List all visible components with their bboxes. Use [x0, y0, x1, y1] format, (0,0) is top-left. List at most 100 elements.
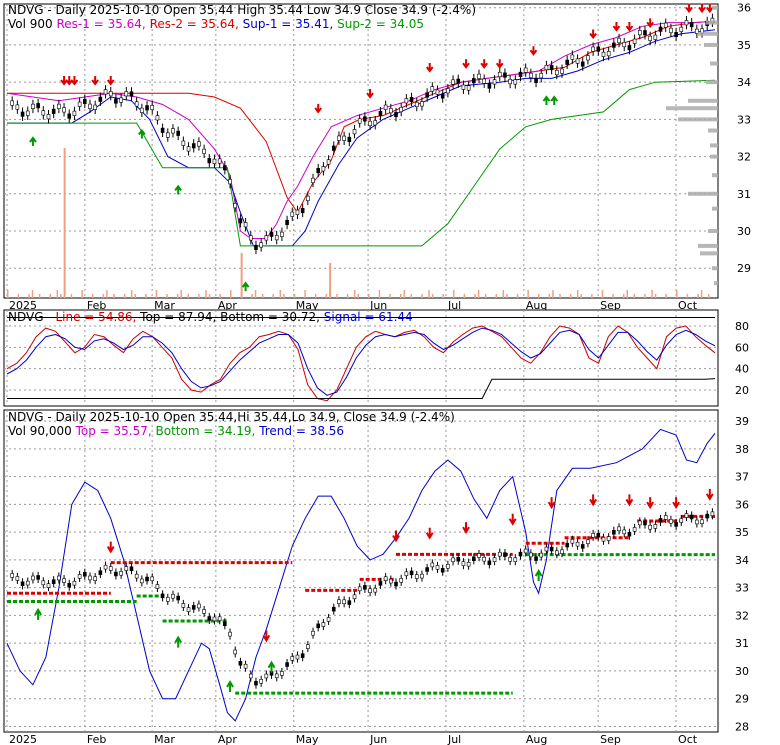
- trend-panel-y-axis: 28 29 30 31 32 33 34 35 36 37 38 39: [735, 415, 749, 733]
- volume-profile-bar: [712, 206, 718, 211]
- candle-body: [456, 78, 461, 84]
- candle-body: [601, 51, 606, 57]
- trend-sell-arrow: [262, 630, 271, 643]
- candle-body: [627, 45, 632, 51]
- trend-candle-body: [290, 656, 295, 661]
- trend-y-tick-label: 31: [735, 637, 749, 650]
- trend-candle-body: [368, 588, 372, 593]
- trend-candle-body: [36, 575, 40, 580]
- trend-candle-body: [264, 673, 269, 679]
- trend-candle-body: [383, 576, 388, 581]
- trend-candle-body: [529, 552, 533, 558]
- volume-bar: [17, 294, 20, 298]
- trend-candle-body: [399, 578, 403, 583]
- candle-body: [88, 103, 92, 109]
- price-x-tick-label: Oct: [678, 299, 698, 312]
- trend-sell-arrow: [625, 494, 634, 507]
- res-2-line: [7, 20, 716, 214]
- candle-body: [617, 37, 621, 44]
- trend-x-tick-label: Sep: [600, 733, 621, 745]
- trend-candle-body: [539, 552, 544, 558]
- oscillator-panel-lines: [6, 317, 716, 402]
- trend-candle-body: [451, 557, 455, 563]
- volume-profile-bar: [706, 20, 718, 25]
- candle-body: [15, 104, 20, 110]
- candle-body: [285, 219, 289, 225]
- volume-bar: [654, 294, 657, 298]
- candle-body: [233, 203, 238, 209]
- volume-profile-bar: [708, 229, 718, 234]
- volume-bar: [552, 290, 554, 298]
- volume-profile-bar: [710, 61, 718, 66]
- trend-candle-body: [103, 564, 108, 570]
- volume-profile-bar: [698, 243, 718, 248]
- candle-body: [31, 103, 35, 109]
- candle-body: [108, 91, 113, 97]
- volume-bar: [516, 294, 519, 298]
- candle-body: [586, 55, 590, 61]
- volume-bar: [208, 294, 211, 298]
- volume-bar: [410, 294, 413, 298]
- volume-bar: [697, 294, 699, 298]
- header-part: Vol 900: [8, 17, 53, 31]
- volume-bar: [538, 294, 540, 298]
- volume-bar: [665, 294, 667, 298]
- trend-y-tick-label: 36: [735, 498, 749, 511]
- candle-body: [684, 20, 689, 26]
- trend-sell-arrow: [392, 530, 400, 543]
- trend-sell-arrow: [425, 527, 434, 540]
- trend-candle-body: [643, 520, 647, 526]
- price-x-tick-label: Feb: [87, 299, 106, 312]
- volume-profile-bar: [710, 143, 718, 148]
- trend-candle-body: [62, 578, 66, 583]
- candle-body: [347, 136, 352, 142]
- candle-body: [119, 97, 123, 103]
- trend-candle-body: [414, 574, 419, 579]
- candle-body: [669, 27, 673, 33]
- candle-body: [311, 177, 315, 183]
- volume-bar: [644, 294, 646, 298]
- trend-candle-body: [373, 587, 378, 593]
- osc-y-tick-label: 80: [735, 320, 749, 333]
- candle-body: [653, 34, 658, 40]
- candle-body: [643, 30, 647, 36]
- trend-candle-body: [700, 519, 704, 524]
- candle-body: [181, 140, 186, 146]
- trend-candle-body: [378, 581, 383, 586]
- trend-candle-body: [202, 609, 206, 614]
- candle-body: [368, 120, 372, 127]
- candle-body: [575, 58, 580, 64]
- trend-candle-body: [186, 607, 191, 612]
- trend-candle-body: [10, 573, 14, 578]
- trend-candle-body: [114, 571, 118, 577]
- trend-candle-body: [482, 556, 486, 562]
- volume-bar: [91, 294, 94, 298]
- trend-candle-body: [637, 520, 642, 526]
- trend-candle-body: [207, 616, 212, 621]
- volume-bar: [70, 294, 73, 298]
- trend-candle-body: [228, 631, 232, 637]
- candle-body: [420, 101, 424, 107]
- trend-candle-body: [544, 546, 549, 552]
- price-panel-y-axis: 29 30 31 32 33 34 35 36: [737, 2, 751, 276]
- candle-body: [622, 42, 627, 48]
- volume-profile-bar: [688, 191, 718, 196]
- oscillator-panel-y-axis: 20 40 60 80: [735, 320, 749, 397]
- trend-candle-body: [555, 550, 559, 555]
- trend-y-tick-label: 34: [735, 554, 749, 567]
- volume-bar: [102, 294, 105, 298]
- sell-arrow: [462, 59, 470, 69]
- trend-candle-body: [326, 617, 331, 622]
- trend-candle-body: [575, 541, 580, 547]
- candle-body: [103, 89, 108, 95]
- volume-bar: [198, 294, 200, 298]
- candle-body: [612, 42, 616, 48]
- candle-body: [580, 61, 585, 67]
- candle-body: [342, 135, 346, 141]
- candle-body: [394, 112, 398, 118]
- trend-candle-body: [389, 578, 393, 584]
- volume-bar: [63, 148, 66, 298]
- volume-bar: [463, 294, 466, 298]
- candle-body: [606, 51, 611, 57]
- candle-body: [248, 235, 253, 241]
